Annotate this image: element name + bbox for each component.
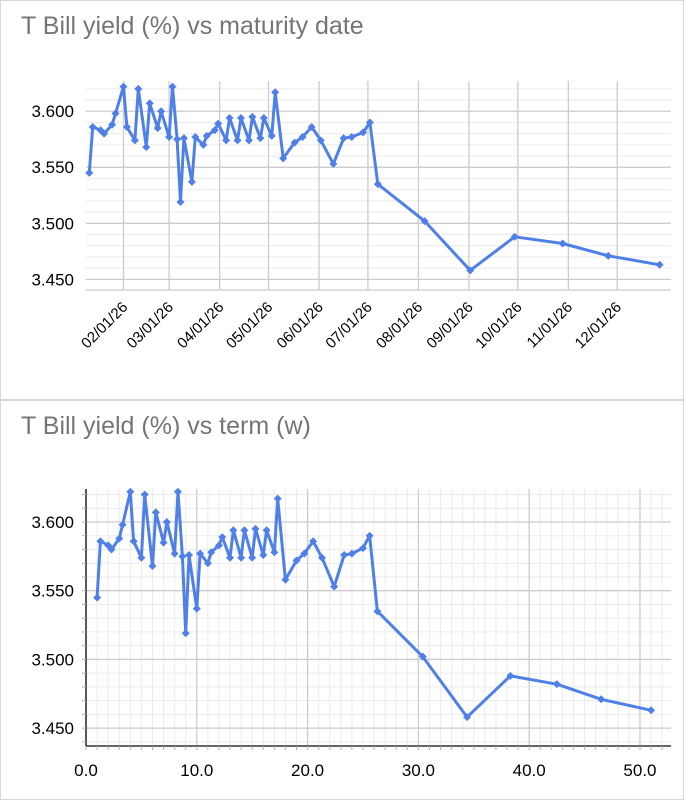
svg-text:3.450: 3.450 (31, 719, 74, 738)
svg-text:03/01/26: 03/01/26 (124, 299, 177, 352)
svg-text:12/01/26: 12/01/26 (572, 299, 625, 352)
svg-text:3.500: 3.500 (31, 650, 74, 669)
svg-text:02/01/26: 02/01/26 (78, 299, 131, 352)
svg-text:3.600: 3.600 (31, 513, 74, 532)
svg-text:11/01/26: 11/01/26 (524, 299, 577, 352)
svg-text:06/01/26: 06/01/26 (274, 299, 327, 352)
svg-text:3.500: 3.500 (31, 214, 74, 233)
svg-text:09/01/26: 09/01/26 (423, 299, 476, 352)
svg-text:04/01/26: 04/01/26 (174, 299, 227, 352)
svg-text:30.0: 30.0 (402, 761, 435, 780)
gridlines (86, 81, 671, 291)
svg-text:10.0: 10.0 (180, 761, 213, 780)
chart-canvas-maturity[interactable]: 3.450 3.500 3.550 3.600 02/01/2603/01/2604/0… (1, 1, 684, 401)
svg-text:3.600: 3.600 (31, 102, 74, 121)
series-line (87, 85, 662, 272)
axis-lines (82, 489, 671, 750)
chart-title-term: T Bill yield (%) vs term (w) (21, 412, 311, 440)
chart-panel-term: 3.450 3.500 3.550 3.600 0.0 10.0 20.0 30.0 40.0 5… (0, 400, 684, 800)
data-point-markers (85, 82, 664, 275)
y-axis-labels: 3.450 3.500 3.550 3.600 (31, 513, 74, 738)
svg-text:50.0: 50.0 (623, 761, 656, 780)
series-line (95, 490, 653, 719)
svg-text:40.0: 40.0 (513, 761, 546, 780)
svg-text:07/01/26: 07/01/26 (322, 299, 375, 352)
data-point-markers (93, 487, 656, 722)
svg-text:20.0: 20.0 (291, 761, 324, 780)
y-axis-labels: 3.450 3.500 3.550 3.600 (31, 102, 74, 289)
svg-text:0.0: 0.0 (74, 761, 98, 780)
chart-panel-maturity: 3.450 3.500 3.550 3.600 02/01/26 03/01/26 04/0… (0, 0, 684, 400)
gridlines (85, 489, 671, 746)
svg-text:3.550: 3.550 (31, 158, 74, 177)
chart-canvas-term[interactable]: 3.450 3.500 3.550 3.600 0.0 10.0 20.0 30.0 40.0 5… (1, 401, 684, 801)
svg-text:3.550: 3.550 (31, 582, 74, 601)
svg-text:3.450: 3.450 (31, 270, 74, 289)
svg-text:08/01/26: 08/01/26 (373, 299, 426, 352)
x-axis-labels: 02/01/2603/01/2604/01/2605/01/2606/01/26… (78, 299, 625, 352)
svg-text:05/01/26: 05/01/26 (223, 299, 276, 352)
x-axis-labels: 0.0 10.0 20.0 30.0 40.0 50.0 (74, 761, 656, 780)
chart-title-maturity: T Bill yield (%) vs maturity date (21, 12, 364, 40)
svg-text:10/01/26: 10/01/26 (472, 299, 525, 352)
